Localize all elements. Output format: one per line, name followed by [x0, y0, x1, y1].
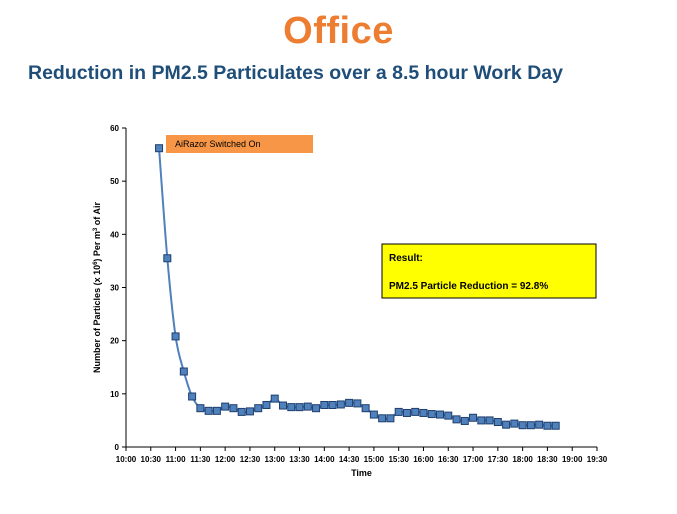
data-point — [229, 404, 238, 413]
data-point — [303, 402, 312, 411]
callout-box — [166, 135, 313, 153]
data-point — [518, 421, 527, 430]
x-axis-label: Time — [351, 468, 372, 478]
y-axis-label-sup-1: 6 — [93, 261, 99, 265]
data-point — [237, 407, 246, 416]
x-tick-label: 11:30 — [190, 455, 211, 464]
x-tick-label: 19:30 — [587, 455, 608, 464]
x-tick-label: 10:00 — [116, 455, 137, 464]
data-point — [221, 402, 230, 411]
result-heading: Result: — [389, 253, 423, 264]
data-point — [402, 408, 411, 417]
data-point — [188, 392, 197, 401]
data-point — [394, 407, 403, 416]
x-tick-label: 15:30 — [388, 455, 409, 464]
page-subtitle: Reduction in PM2.5 Particulates over a 8… — [28, 62, 563, 84]
x-tick-label: 11:00 — [166, 455, 187, 464]
x-tick-label: 10:30 — [141, 455, 162, 464]
x-tick-label: 16:30 — [438, 455, 459, 464]
x-tick-label: 19:00 — [562, 455, 583, 464]
y-tick-label: 0 — [115, 443, 120, 452]
data-point — [287, 403, 296, 412]
data-point — [245, 407, 254, 416]
data-point — [452, 415, 461, 424]
data-point — [155, 144, 164, 153]
x-tick-label: 13:30 — [289, 455, 310, 464]
x-tick-label: 14:00 — [314, 455, 335, 464]
y-axis-label: Number of Particles (x 106) Per m3 of Ai… — [92, 202, 102, 373]
data-point — [369, 410, 378, 419]
data-point — [320, 400, 329, 409]
data-point — [179, 367, 188, 376]
data-point — [262, 400, 271, 409]
y-tick-label: 30 — [110, 284, 119, 293]
y-tick-label: 10 — [110, 390, 119, 399]
x-tick-label: 18:30 — [537, 455, 558, 464]
data-point — [477, 416, 486, 425]
data-point — [312, 404, 321, 413]
data-point — [279, 401, 287, 410]
data-point — [469, 413, 478, 422]
y-tick-label: 50 — [110, 177, 119, 186]
data-point — [361, 404, 370, 413]
page-title: Office — [283, 10, 394, 52]
data-point — [196, 404, 205, 413]
data-point — [460, 416, 469, 425]
y-axis-label-sup-2: 3 — [93, 227, 99, 231]
data-point — [485, 416, 494, 425]
y-tick-label: 60 — [110, 124, 119, 133]
data-point — [493, 418, 502, 427]
y-tick-label: 40 — [110, 230, 119, 239]
x-tick-label: 15:00 — [364, 455, 385, 464]
data-point — [212, 406, 221, 415]
data-point — [419, 408, 428, 417]
y-axis-label-part-c: of Air — [92, 202, 102, 228]
x-tick-label: 14:30 — [339, 455, 360, 464]
data-point — [411, 407, 420, 416]
data-point — [543, 421, 552, 430]
callout-text: AiRazor Switched On — [175, 139, 261, 149]
data-point — [510, 419, 519, 428]
switched-on-callout: AiRazor Switched On — [166, 135, 313, 153]
data-point — [254, 404, 263, 413]
result-box-rect — [381, 243, 597, 299]
data-point — [378, 414, 387, 423]
data-point — [436, 410, 444, 419]
data-point — [270, 394, 279, 403]
data-point — [204, 406, 213, 415]
data-point — [328, 400, 337, 409]
x-tick-label: 16:00 — [413, 455, 434, 464]
data-point — [163, 254, 172, 263]
y-axis-label-part-b: ) Per m — [92, 231, 102, 262]
data-point — [353, 399, 362, 408]
data-point — [551, 421, 560, 430]
y-axis-label-part-a: Number of Particles (x 10 — [92, 265, 102, 373]
x-tick-label: 18:00 — [512, 455, 533, 464]
x-ticks: 10:00 10:30 11:00 11:30 12:00 12:30 13:00 13:30… — [116, 447, 608, 464]
data-point — [526, 421, 535, 430]
data-point — [535, 420, 544, 429]
y-tick-label: 20 — [110, 337, 119, 346]
data-point — [386, 414, 395, 423]
data-point — [295, 403, 304, 412]
x-tick-label: 13:00 — [265, 455, 286, 464]
x-tick-label: 12:00 — [215, 455, 236, 464]
y-ticks: 0 10 20 30 40 50 60 — [110, 124, 126, 452]
x-tick-label: 17:30 — [488, 455, 509, 464]
data-point — [171, 332, 180, 341]
data-point — [336, 400, 345, 409]
result-text: PM2.5 Particle Reduction = 92.8% — [389, 281, 548, 292]
data-point — [427, 410, 436, 419]
series-markers — [155, 144, 560, 430]
x-tick-label: 17:00 — [463, 455, 484, 464]
data-point — [444, 411, 453, 420]
data-point — [502, 420, 511, 429]
x-tick-label: 12:30 — [240, 455, 261, 464]
result-box: Result: PM2.5 Particle Reduction = 92.8% — [381, 243, 597, 299]
data-point — [345, 398, 354, 407]
